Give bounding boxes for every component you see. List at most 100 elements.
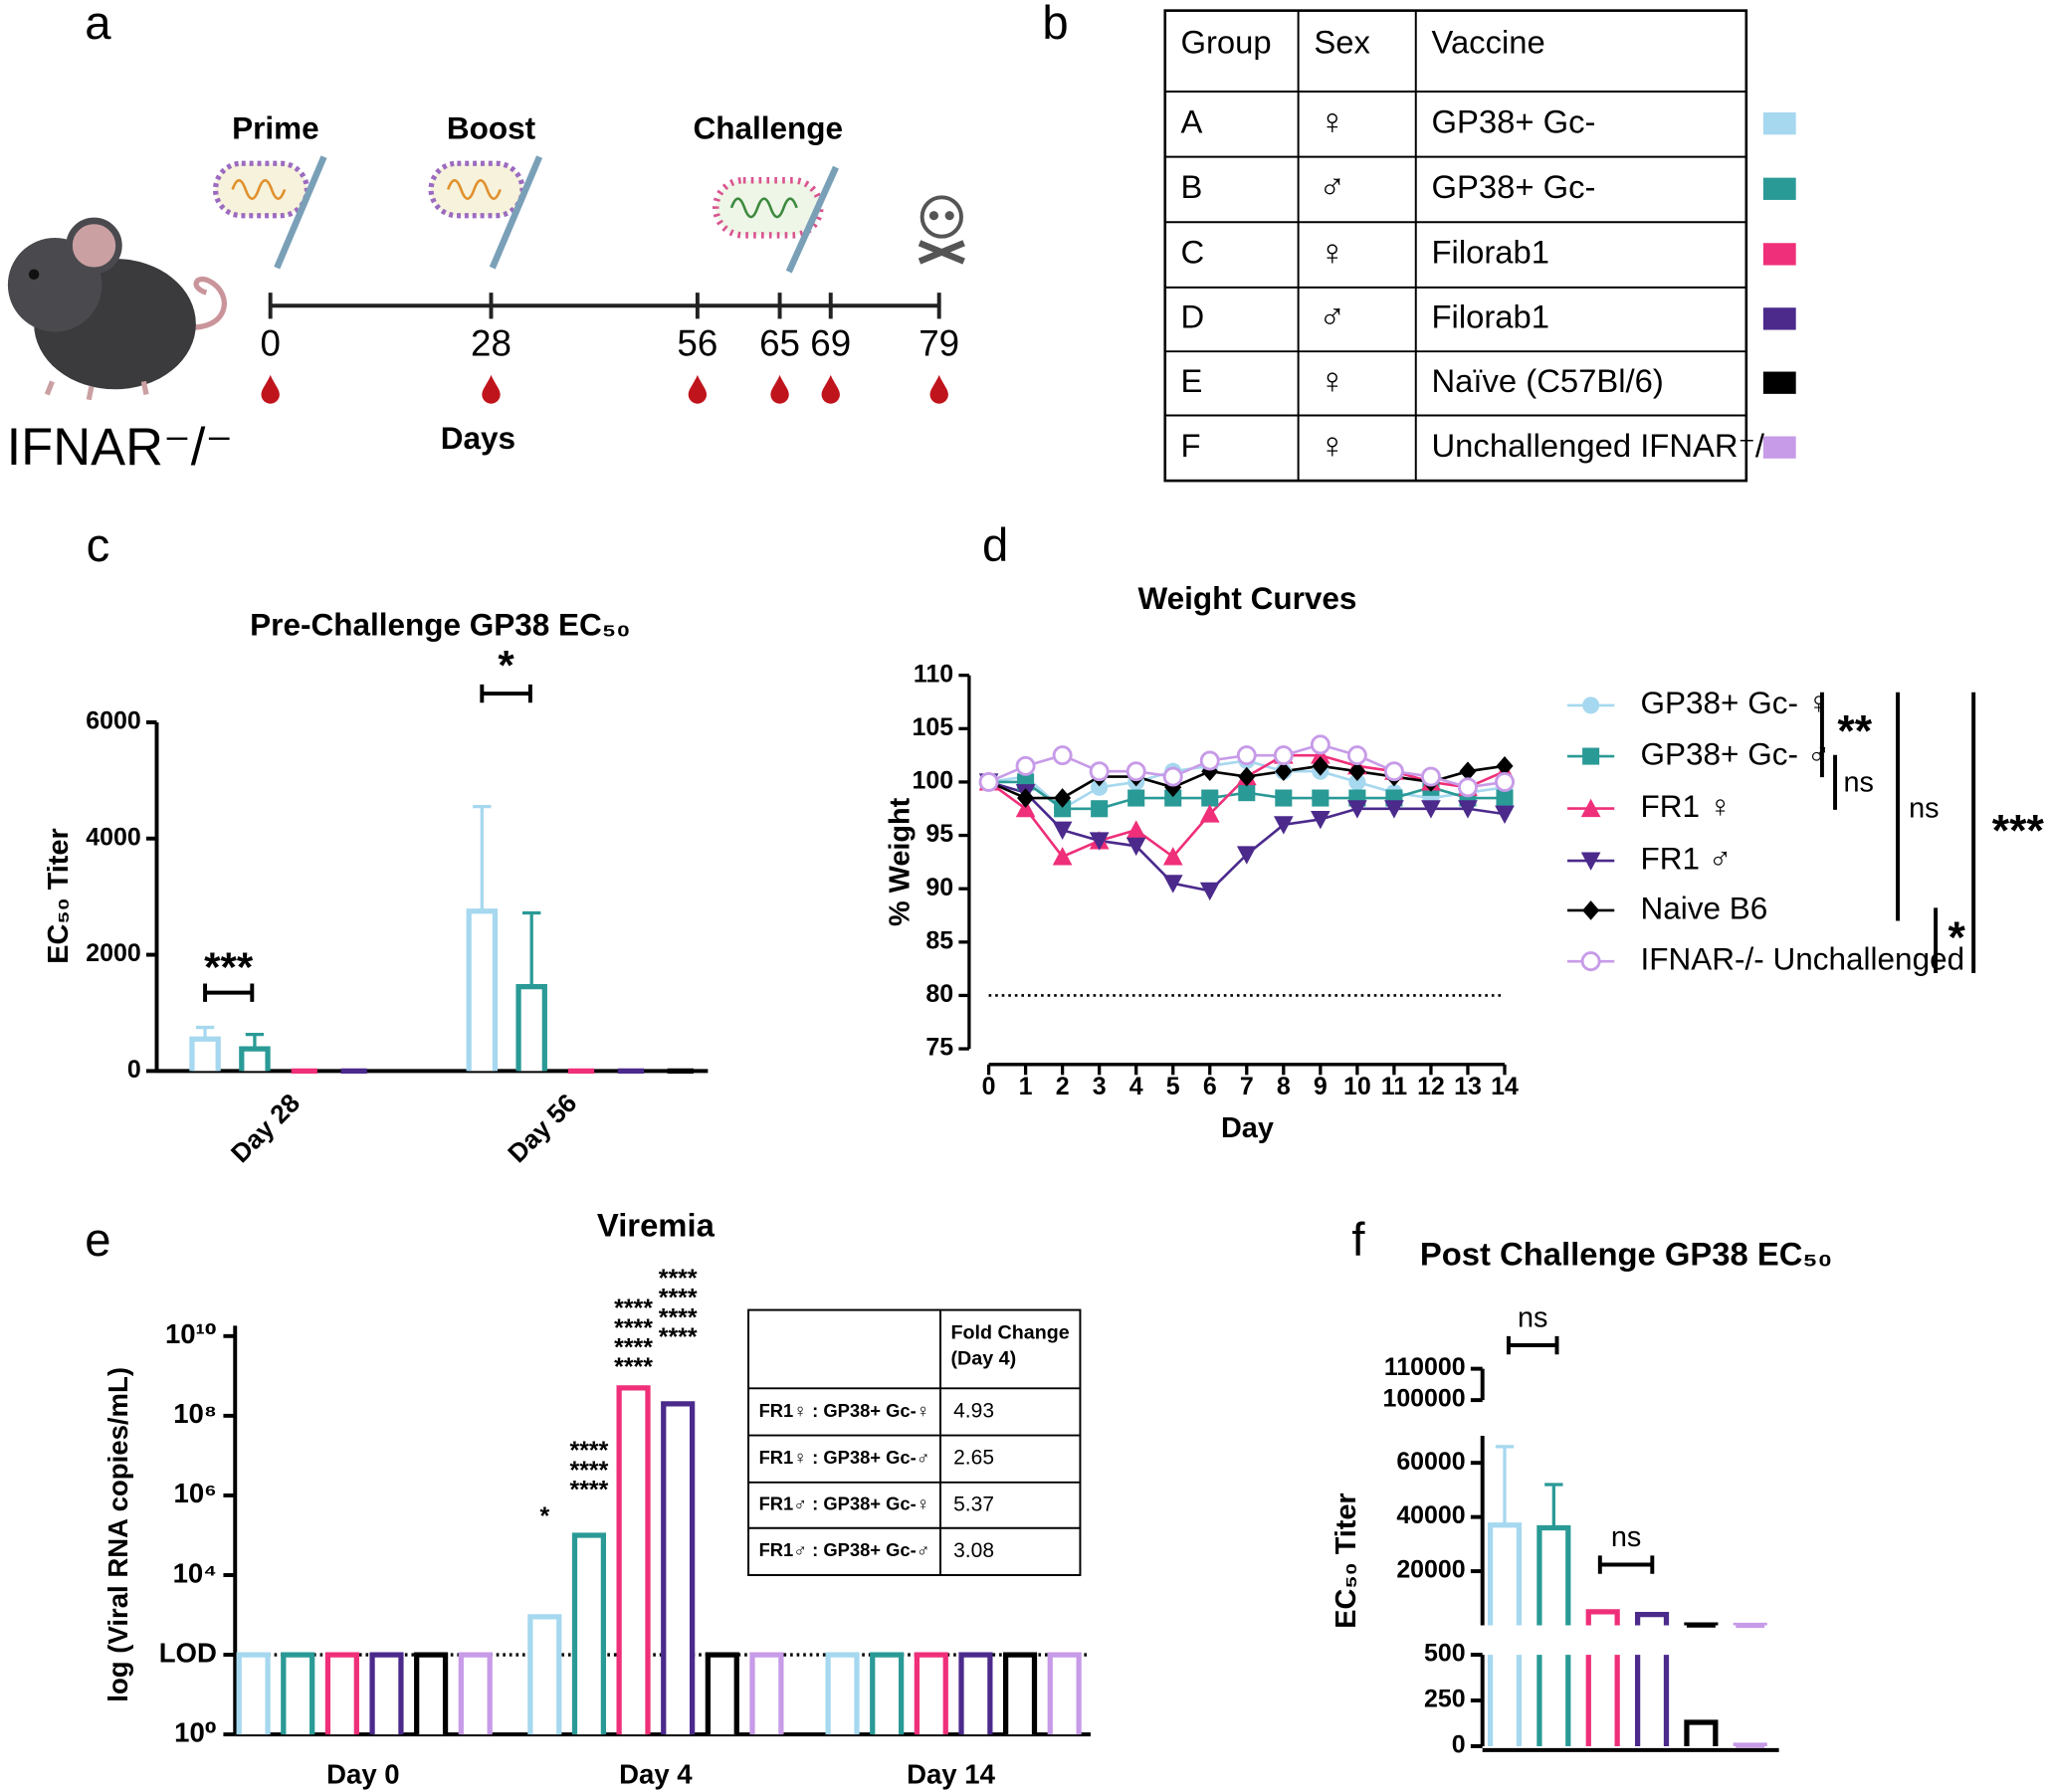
table-cell: Filorab1 [1432,234,1550,271]
event-label: Prime [232,110,319,146]
x-tick-label: 1 [1019,1073,1033,1100]
y-tick-label: 4000 [86,823,140,851]
marker [1238,784,1256,802]
marker [1162,847,1183,866]
y-axis-label: EC₅₀ Titer [1331,1493,1362,1628]
blood-drop [929,374,948,404]
inset-row-value: 2.65 [953,1447,994,1470]
significance-label: ns [1611,1521,1641,1553]
skull-eye [944,211,954,221]
panel-label: b [1042,0,1068,50]
y-tick-label: 85 [925,926,953,954]
marker [978,771,999,792]
marker [1015,755,1036,776]
bar [1634,1612,1670,1626]
marker [1580,852,1601,871]
significance-label: ** [1837,707,1872,756]
mouse-ear [66,217,122,275]
bar [1733,1742,1767,1748]
x-tick-label: Day 4 [619,1758,693,1789]
x-tick-label: 4 [1129,1073,1143,1100]
table-header: Group [1181,23,1272,60]
blood-drop [482,374,501,404]
table-cell: ♀ [1319,232,1346,273]
blood-drop [770,374,789,404]
x-tick-label: 2 [1056,1073,1070,1100]
syringe [274,155,327,270]
y-tick-label: 0 [1452,1731,1466,1759]
day-label: 56 [677,323,717,364]
marker [1089,761,1110,782]
bar [1585,1655,1620,1746]
color-swatch [1762,436,1796,459]
marker [1162,875,1183,894]
panel-label: f [1351,1214,1365,1267]
x-tick-label: Day 56 [502,1088,582,1168]
error-bar [195,1025,215,1040]
marker [1091,800,1109,818]
significance-bracket [203,983,255,1002]
y-tick-label: 40000 [1396,1501,1465,1529]
inset-header-box: Fold Change (Day 4) [951,1321,1070,1370]
marker [1459,761,1477,782]
error-bar [1544,1483,1563,1528]
bar [825,1652,860,1735]
legend-label: Naive B6 [1641,890,1768,925]
significance-label: **** [659,1303,698,1331]
genome [446,178,502,200]
x-tick-label: 8 [1277,1073,1291,1100]
color-swatch [1762,112,1796,135]
table-cell: Filorab1 [1432,299,1550,335]
bar [1047,1652,1082,1735]
crossbones [918,240,965,265]
x-tick-label: 10 [1343,1073,1371,1100]
chart-title: Viremia [597,1207,716,1244]
bar [870,1652,905,1735]
marker [1236,846,1257,865]
significance-label: ns [1518,1301,1547,1333]
inset-row-label: FR1♂ : GP38+ Gc-♀ [759,1493,930,1514]
color-swatch [1762,307,1796,330]
x-tick-label: 7 [1240,1073,1254,1100]
x-tick-label: 14 [1491,1073,1519,1100]
day-label: 69 [810,323,851,364]
marker [1310,734,1331,755]
legend-label: GP38+ Gc- ♀ [1641,685,1831,720]
panel-label: c [87,519,110,572]
marker [1162,766,1183,787]
marker [1201,789,1219,807]
marker [1348,761,1366,782]
significance-bracket [1597,1555,1655,1574]
inset-row-value: 3.08 [953,1539,994,1562]
y-tick-label: 100 [913,767,954,795]
marker [1496,756,1514,776]
bar [1487,1655,1523,1746]
blood-drop [261,374,280,404]
panel-label: d [982,519,1008,572]
bar [914,1652,948,1735]
boost-icon [428,155,543,270]
table-cell: ♀ [1319,360,1346,401]
y-tick-label: 80 [925,980,953,1008]
marker [1495,805,1515,824]
day-label: 65 [759,323,800,364]
mouse-tail [182,277,227,330]
table-cell: E [1181,362,1203,399]
significance-label: *** [1992,806,2045,855]
bar [1634,1655,1670,1746]
significance-label: **** [614,1294,653,1322]
inset-row-value: 5.37 [953,1493,994,1515]
significance-label: * [1947,913,1965,962]
day-label: 79 [919,323,959,364]
table-cell: Unchallenged IFNAR⁻/⁻ [1432,427,1782,464]
bar [324,1652,359,1735]
marker [1496,789,1514,807]
significance-label: **** [659,1265,698,1293]
table-cell: D [1181,299,1205,335]
table-cell: F [1181,427,1201,464]
chart-title: Weight Curves [1137,580,1356,616]
y-tick-label: 500 [1424,1640,1466,1668]
table-header: Vaccine [1432,23,1545,60]
